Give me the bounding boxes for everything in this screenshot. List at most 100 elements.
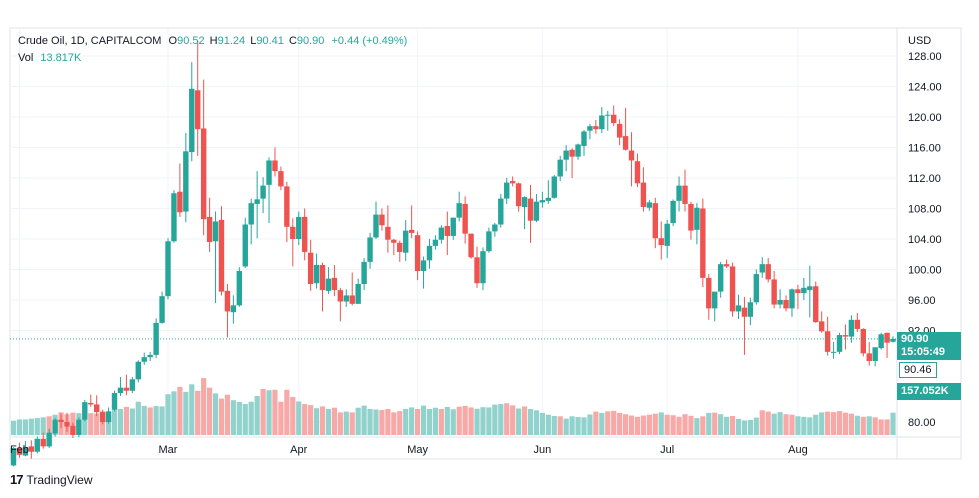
candle-body [331, 277, 338, 291]
volume-bar [432, 407, 439, 435]
candle-body [70, 425, 76, 435]
volume-bar [854, 415, 860, 435]
candle [177, 163, 183, 217]
volume-bar [807, 417, 813, 435]
candle [28, 440, 35, 459]
candle [545, 180, 552, 204]
candle-body [200, 128, 207, 220]
candle [741, 296, 748, 355]
candle [486, 227, 492, 253]
volume-bar [46, 416, 52, 435]
volume-bar [266, 390, 272, 435]
candle-body [10, 447, 17, 466]
volume-bar [533, 410, 540, 435]
candle-body [319, 264, 326, 291]
candle-body [694, 207, 700, 230]
candle [890, 336, 896, 343]
volume-bar [391, 412, 397, 435]
candle-body [706, 277, 712, 309]
candle-body [474, 257, 480, 284]
volume-bar [426, 409, 433, 435]
candle-body [105, 411, 112, 422]
volume-bar [593, 411, 599, 435]
candle [284, 181, 290, 243]
candle [426, 239, 433, 269]
candle-body [129, 379, 136, 391]
symbol-label[interactable]: Crude Oil, 1D, CAPITALCOM [18, 35, 162, 47]
candle-body [260, 185, 266, 199]
candle-body [117, 387, 124, 394]
candle-body [545, 197, 552, 201]
candle-body [842, 335, 849, 337]
candle-body [367, 237, 373, 262]
volume-bar [171, 391, 177, 435]
open-value: 90.52 [177, 35, 205, 47]
volume-bar [872, 417, 878, 435]
volume-bar [539, 412, 545, 435]
candle-body [189, 88, 195, 153]
change-value: +0.44 (+0.49%) [331, 35, 408, 47]
candle-body [432, 239, 439, 246]
candle-body [296, 216, 302, 239]
candle-body [515, 183, 522, 207]
candle [266, 157, 272, 223]
candle [462, 196, 468, 244]
candle [117, 377, 124, 397]
volume-bar [123, 406, 130, 435]
volume-bar [777, 412, 783, 435]
candle [652, 197, 658, 249]
volume-bar [563, 418, 569, 435]
candle-body [385, 226, 391, 240]
volume-bar [741, 420, 748, 435]
volume-bar [753, 417, 759, 435]
candle-body [397, 242, 403, 252]
candle-body [575, 144, 581, 157]
candle-body [195, 90, 201, 130]
candle-body [93, 404, 100, 413]
volume-bar [337, 412, 343, 435]
volume-bar [890, 412, 896, 435]
candle [498, 194, 504, 228]
candle-body [468, 233, 474, 258]
candle-body [605, 114, 611, 116]
candle-body [551, 176, 557, 198]
y-tick-label: 108.00 [908, 204, 942, 216]
candle [34, 436, 40, 454]
volume-bar [361, 405, 367, 435]
volume-bar [813, 414, 819, 435]
candle [777, 289, 783, 309]
x-tick-label: May [407, 444, 428, 456]
candle [189, 62, 195, 162]
candle-body [135, 361, 141, 380]
candle [224, 283, 231, 338]
close-value: 90.90 [296, 35, 325, 47]
prev-close-badge: 90.46 [899, 362, 937, 378]
candle [343, 289, 349, 307]
volume-bar [581, 417, 587, 435]
candle-body [717, 264, 724, 292]
candle-body [658, 238, 664, 246]
last-price-badge: 90.90 15:05:49 [897, 332, 961, 360]
volume-bar [795, 416, 801, 435]
candle [397, 240, 403, 262]
tradingview-branding[interactable]: 17 TradingView [10, 472, 93, 487]
candle-body [765, 264, 771, 280]
candle [385, 205, 391, 253]
candle-body [872, 347, 878, 361]
volume-bar [135, 401, 141, 435]
volume-bar [450, 409, 456, 435]
volume-bar [201, 378, 207, 435]
y-tick-label: 120.00 [908, 112, 942, 124]
candle [290, 218, 296, 267]
volume-badge: 157.052K [897, 383, 961, 400]
volume-bar [729, 416, 736, 435]
candle-body [337, 290, 344, 302]
volume-bar [308, 405, 314, 435]
candle-body [563, 150, 569, 160]
candle [694, 203, 700, 245]
candle-body [634, 161, 641, 184]
candle [480, 247, 486, 291]
volume-bar [825, 411, 831, 435]
currency-label[interactable]: USD [908, 35, 932, 47]
